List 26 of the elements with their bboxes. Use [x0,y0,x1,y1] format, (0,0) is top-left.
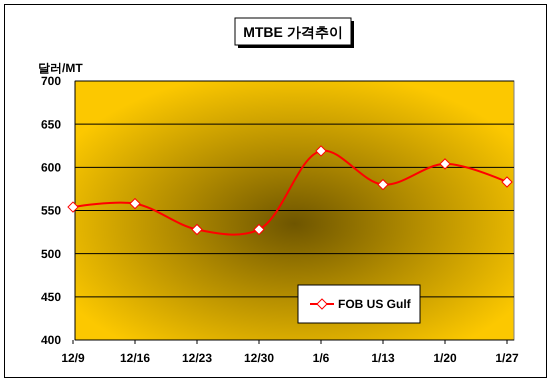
y-tick-label: 450 [40,290,62,304]
x-tick-label: 12/9 [61,351,85,365]
point [254,224,264,235]
x-tick-label: 1/6 [312,351,330,365]
point [378,179,388,190]
y-axis-title: 달러/MT [38,61,84,75]
x-tick-label: 1/20 [433,351,457,365]
point [502,176,512,188]
y-tick-label: 550 [40,204,62,218]
y-tick-label: 650 [40,117,62,132]
legend-label: FOB US Gulf [338,297,412,312]
x-tick-label: 12/23 [182,351,212,365]
y-tick-label: 400 [40,333,62,348]
x-tick-label: 1/13 [371,351,395,365]
point [316,145,326,156]
x-tick-label: 12/16 [120,351,150,365]
y-tick-label: 600 [40,160,62,175]
point [440,158,450,170]
x-tick-label: 12/30 [244,351,274,365]
point [130,198,140,210]
x-tick-label: 1/27 [495,351,519,365]
point [192,224,202,235]
y-tick-label: 700 [40,74,62,88]
point [68,202,78,213]
y-tick-label: 500 [40,246,62,261]
chart-title: MTBE 가격추이 [243,24,343,40]
